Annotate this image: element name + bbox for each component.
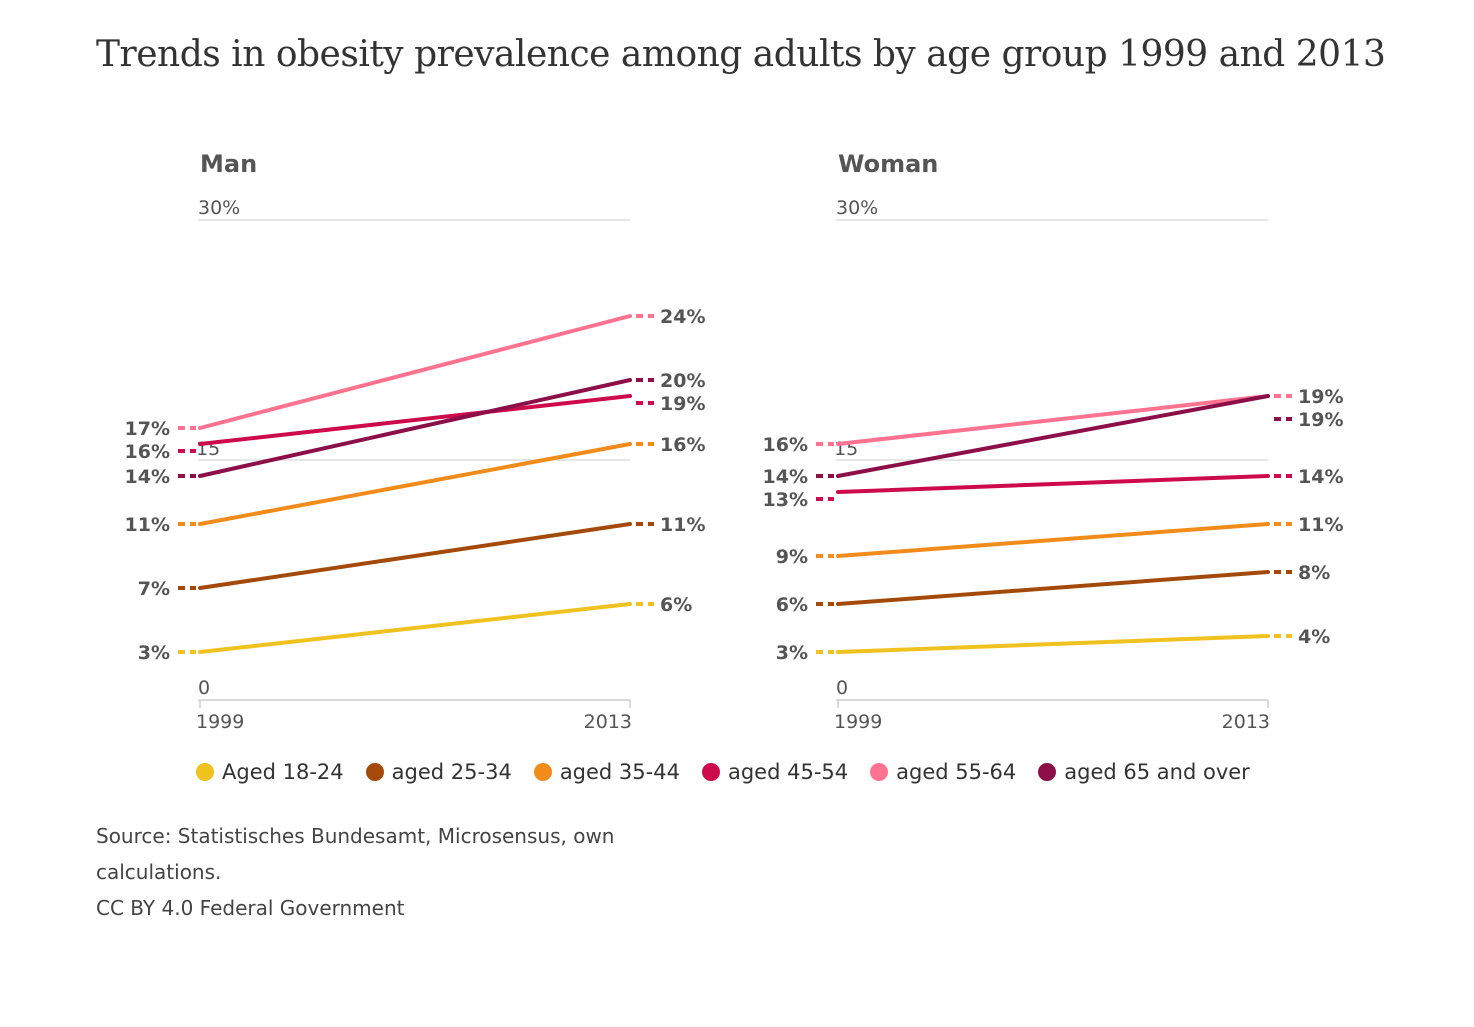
panel-2-series-aged-35-44-line: [836, 522, 1270, 558]
legend-item-aged-35-44: aged 35-44: [533, 760, 680, 784]
legend-label: Aged 18-24: [222, 760, 344, 784]
panel-1-series-aged-65-over-line: [198, 378, 632, 478]
panel-1-series-aged-25-34-end-label: 11%: [660, 514, 705, 536]
panel-2-series-aged-55-64-start-label: 16%: [763, 434, 808, 456]
panel-1-series-aged-55-64-start-label: 17%: [125, 418, 170, 440]
panel-1-series-aged-65-over-start-label: 14%: [125, 466, 170, 488]
panel-1-xlabel-left: 1999: [196, 711, 244, 733]
panel-1-series-aged-45-54-end-label: 19%: [660, 393, 705, 415]
panel-2-ytick-bottom: 0: [836, 677, 848, 699]
panel-2-series-aged-45-54-line: [836, 474, 1270, 494]
panel-1-series-aged-45-54-start-label: 16%: [125, 441, 170, 463]
panel-2-series-aged-18-24-start-label: 3%: [776, 642, 808, 664]
panel-2-series-aged-65-over-start-label: 14%: [763, 466, 808, 488]
panel-2-series-aged-65-over-end-label: 19%: [1298, 409, 1343, 431]
panel-2-series-aged-65-over-line: [836, 394, 1270, 478]
legend-label: aged 25-34: [391, 760, 512, 784]
panel-1-series-aged-35-44-line: [198, 442, 632, 526]
source-note: Source: Statistisches Bundesamt, Microse…: [96, 818, 636, 926]
panel-2-series-aged-18-24-end-label: 4%: [1298, 626, 1330, 648]
panel-1-series-aged-25-34-start-label: 7%: [138, 578, 170, 600]
panel-2-series-aged-55-64-line: [836, 394, 1270, 446]
legend-label: aged 55-64: [896, 760, 1017, 784]
panel-1-series-aged-35-44-start-label: 11%: [125, 514, 170, 536]
legend-swatch: [196, 763, 214, 781]
panel-2-series-aged-35-44-end-label: 11%: [1298, 514, 1343, 536]
panel-1-series-aged-55-64-line: [198, 314, 632, 430]
panel-2-series-aged-25-34-start-label: 6%: [776, 594, 808, 616]
panel-1-series-aged-45-54-line: [198, 394, 632, 446]
legend-swatch: [870, 763, 889, 781]
panel-2-series-aged-25-34-end-label: 8%: [1298, 562, 1330, 584]
legend-label: aged 35-44: [559, 760, 680, 784]
panel-1-series-aged-18-24-end-label: 6%: [660, 594, 692, 616]
panel-2-xlabel-right: 2013: [1222, 711, 1270, 733]
panel-2-xlabel-left: 1999: [834, 711, 882, 733]
panel-1-ytick-top: 30%: [198, 197, 240, 219]
panel-2-series-aged-35-44-start-label: 9%: [776, 546, 808, 568]
legend-item-aged-25-34: aged 25-34: [365, 760, 512, 784]
legend-item-aged-65-over: aged 65 and over: [1038, 760, 1250, 784]
panel-2-ytick-top: 30%: [836, 197, 878, 219]
panel-1-series-aged-25-34-line: [198, 522, 632, 590]
panel-1-title: Man: [200, 150, 257, 178]
panel-1-series-aged-18-24-line: [198, 602, 632, 654]
panel-2-series-aged-25-34-line: [836, 570, 1270, 606]
panel-2-series-aged-45-54-end-label: 14%: [1298, 466, 1343, 488]
panel-1-series-aged-65-over-end-label: 20%: [660, 370, 705, 392]
panel-2-series-aged-18-24-line: [836, 634, 1270, 654]
legend-item-aged-45-54: aged 45-54: [701, 760, 849, 784]
legend-swatch: [1038, 763, 1057, 781]
legend-swatch: [533, 763, 552, 781]
source-text: Source: Statistisches Bundesamt, Microse…: [96, 824, 615, 884]
panel-2-title: Woman: [838, 150, 938, 178]
panel-1-series-aged-55-64-end-label: 24%: [660, 306, 705, 328]
chart-title: Trends in obesity prevalence among adult…: [96, 34, 1386, 75]
panel-1-series-aged-18-24-start-label: 3%: [138, 642, 170, 664]
panel-1-series-aged-35-44-end-label: 16%: [660, 434, 705, 456]
panel-1-ytick-bottom: 0: [198, 677, 210, 699]
panel-2-series-aged-45-54-start-label: 13%: [763, 489, 808, 511]
legend: Aged 18-24 aged 25-34 aged 35-44 aged 45-54…: [196, 760, 1272, 784]
legend-item-aged-55-64: aged 55-64: [870, 760, 1016, 784]
legend-label: aged 45-54: [727, 760, 849, 784]
panel-1-xlabel-right: 2013: [584, 711, 632, 733]
legend-label: aged 65 and over: [1064, 760, 1250, 784]
license-text: CC BY 4.0 Federal Government: [96, 896, 405, 920]
legend-swatch: [701, 763, 720, 781]
legend-item-aged-18-24: Aged 18-24: [196, 760, 344, 784]
legend-swatch: [365, 763, 384, 781]
panel-2-series-aged-55-64-end-label: 19%: [1298, 386, 1343, 408]
